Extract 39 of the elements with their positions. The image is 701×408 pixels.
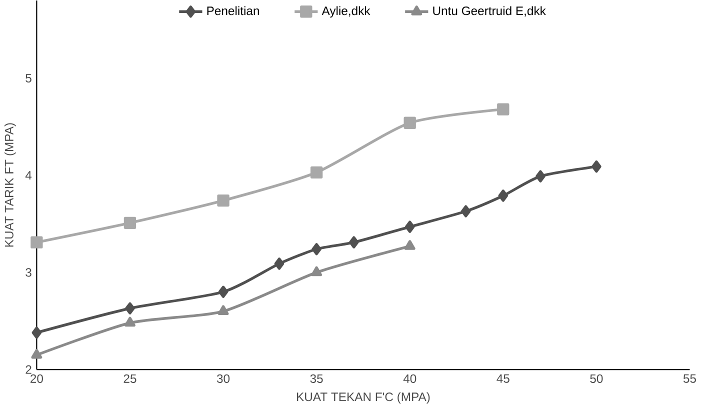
y-tick-label: 4	[25, 171, 32, 180]
point	[218, 305, 229, 315]
point	[312, 243, 322, 256]
x-tick-label: 50	[590, 374, 603, 383]
y-tick-label: 5	[26, 74, 32, 82]
point	[310, 166, 323, 178]
x-tick-label: 40	[403, 374, 416, 383]
legend-label: Penelitian	[207, 6, 259, 16]
point	[124, 216, 136, 229]
x-tick-label: 55	[683, 374, 696, 383]
x-tick-label: 35	[310, 374, 323, 383]
point	[32, 326, 42, 339]
point	[217, 194, 230, 207]
y-axis-title: KUAT TARIK FT (MPA)	[4, 123, 16, 247]
legend-label: Untu Geertruid E,dkk	[433, 6, 546, 17]
point	[404, 220, 415, 233]
x-tick-label: 30	[216, 374, 230, 383]
point	[218, 286, 228, 298]
point	[124, 316, 136, 327]
point	[404, 240, 416, 250]
point	[592, 160, 602, 173]
point	[311, 266, 322, 276]
legend-label: Aylie,dkk	[322, 6, 370, 18]
point	[404, 116, 416, 129]
x-tick-label: 25	[124, 374, 136, 383]
point	[497, 103, 510, 116]
point	[274, 258, 284, 270]
x-tick-label: 45	[496, 374, 510, 383]
point	[31, 348, 42, 359]
point	[125, 302, 135, 314]
point	[348, 236, 359, 248]
x-tick-label: 20	[30, 374, 43, 383]
y-tick-label: 2	[26, 365, 32, 374]
point	[536, 170, 546, 182]
x-axis-title: KUAT TEKAN F'C (MPA)	[296, 392, 430, 404]
point	[498, 190, 508, 202]
y-tick-label: 3	[26, 268, 32, 277]
point	[30, 236, 43, 248]
point	[460, 205, 471, 218]
